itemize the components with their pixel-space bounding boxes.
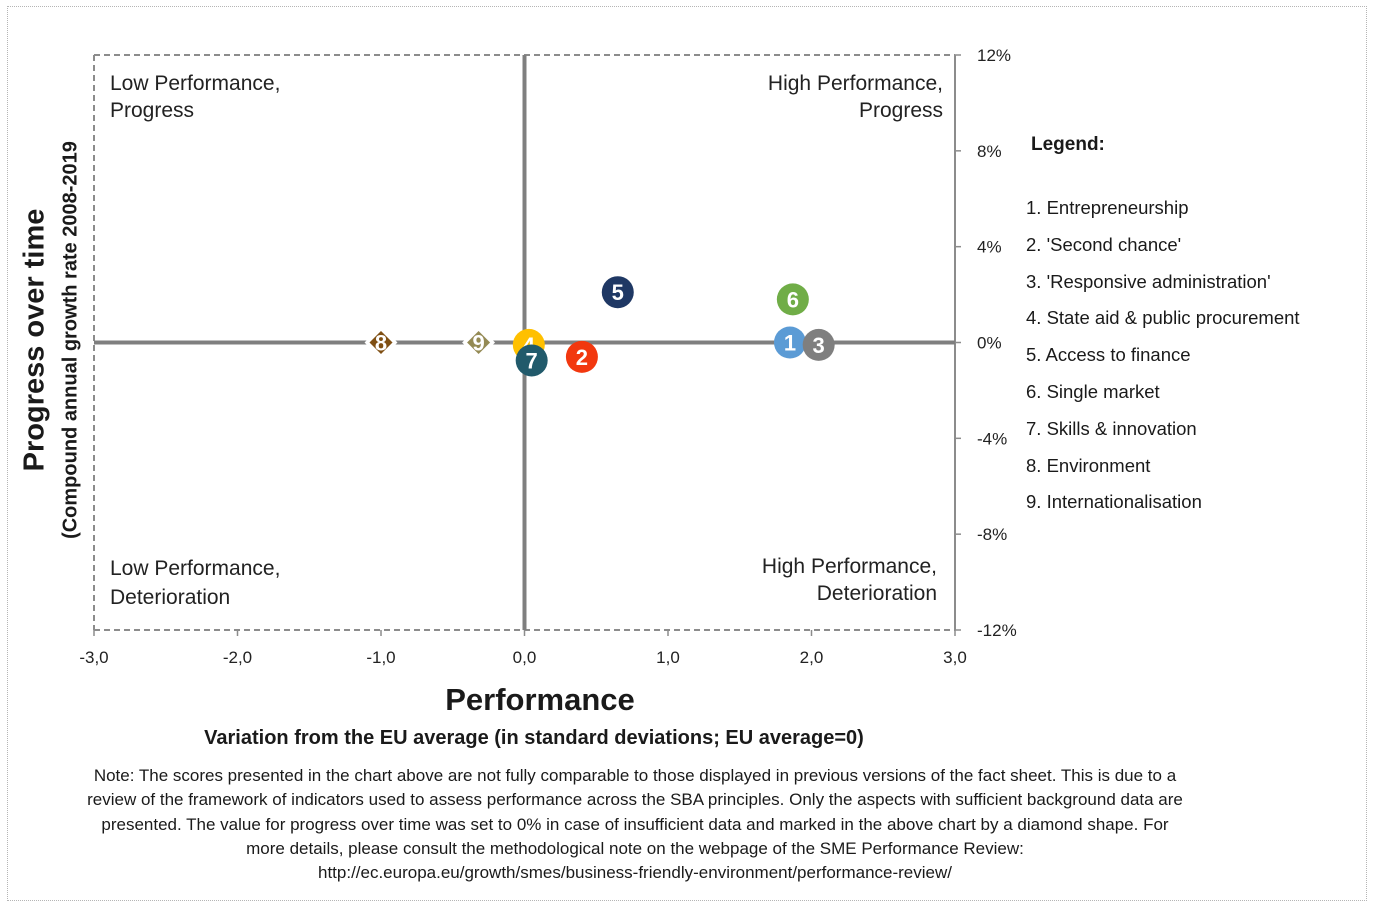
data-point-label: 2 [576, 345, 588, 370]
legend-item: 8. Environment [1026, 454, 1151, 476]
y-tick-label: 12% [977, 46, 1011, 65]
data-point-label: 7 [526, 348, 538, 373]
note-url: http://ec.europa.eu/growth/smes/business… [317, 863, 952, 883]
x-tick-label: -1,0 [366, 648, 395, 667]
legend-item: 5. Access to finance [1026, 344, 1191, 366]
quadrant-label-top-right: High Performance, [768, 72, 943, 95]
data-point-label: 5 [612, 280, 624, 305]
x-tick-label: -3,0 [79, 648, 108, 667]
note-line: presented. The value for progress over t… [101, 814, 1169, 834]
y-axis-title: Progress over time [18, 208, 51, 472]
legend-item: 4. State aid & public procurement [1026, 307, 1300, 329]
quadrant-label-bottom-left: Deterioration [110, 586, 230, 609]
quadrant-label-bottom-left: Low Performance, [110, 557, 280, 580]
data-point-diamond [462, 326, 496, 359]
methodology-note: Note: The scores presented in the chart … [60, 764, 1210, 885]
data-point-circle [515, 344, 548, 377]
y-tick-label: 0% [977, 334, 1002, 353]
legend-item: 7. Skills & innovation [1026, 417, 1197, 439]
note-line: review of the framework of indicators us… [87, 790, 1183, 810]
quadrant-label-bottom-right: High Performance, [762, 555, 937, 578]
chart-frame [7, 6, 1367, 901]
x-tick-label: 1,0 [656, 648, 680, 667]
y-axis-subtitle: (Compound annual growth rate 2008-2019 [59, 141, 82, 539]
x-tick-label: -2,0 [223, 648, 252, 667]
y-tick-label: -4% [977, 429, 1007, 448]
data-point-label: 8 [375, 331, 387, 356]
quadrant-label-top-right: Progress [859, 99, 943, 122]
x-tick-label: 2,0 [800, 648, 824, 667]
quadrant-label-top-left: Low Performance, [110, 72, 280, 95]
data-point-circle [802, 328, 835, 361]
data-point-circle [565, 340, 598, 373]
data-point-label: 1 [784, 331, 796, 356]
y-tick-label: -8% [977, 525, 1007, 544]
data-point-label: 3 [813, 333, 825, 358]
legend-list: 1. Entrepreneurship 2. 'Second chance' 3… [1026, 190, 1300, 521]
legend-item: 3. 'Responsive administration' [1026, 270, 1271, 292]
y-tick-label: 8% [977, 142, 1002, 161]
legend-item: 9. Internationalisation [1026, 491, 1202, 513]
legend-item: 1. Entrepreneurship [1026, 197, 1189, 218]
x-tick-label: 3,0 [943, 648, 967, 667]
x-tick-label: 0,0 [513, 648, 537, 667]
note-line: more details, please consult the methodo… [246, 838, 1024, 858]
data-point-label: 6 [787, 287, 799, 312]
data-point-label: 9 [472, 331, 484, 356]
y-tick-label: -12% [977, 621, 1017, 640]
data-point-circle [773, 326, 806, 359]
quadrant-label-bottom-right: Deterioration [817, 582, 937, 605]
data-point-diamond [364, 326, 398, 359]
x-axis-title: Performance [445, 682, 635, 717]
note-line: Note: The scores presented in the chart … [93, 766, 1177, 785]
legend-item: 6. Single market [1026, 380, 1160, 402]
quadrant-label-top-left: Progress [110, 99, 194, 122]
x-axis-subtitle: Variation from the EU average (in standa… [204, 727, 864, 749]
data-point-circle [776, 283, 809, 316]
data-point-circle [601, 276, 634, 309]
y-tick-label: 4% [977, 238, 1002, 257]
legend-title: Legend: [1031, 134, 1105, 155]
legend-item: 2. 'Second chance' [1026, 233, 1182, 255]
